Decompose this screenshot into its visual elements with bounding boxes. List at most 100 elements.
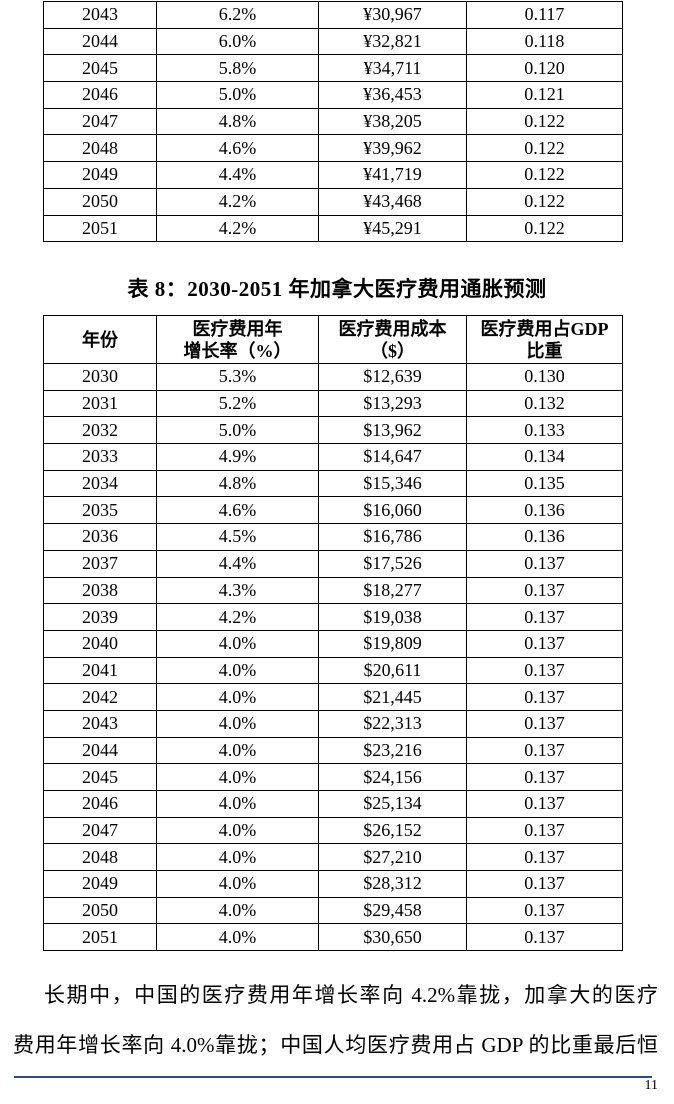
table-cell: ¥36,453 (318, 81, 467, 109)
table-cell: $18,277 (318, 576, 467, 605)
table-cell: $13,962 (318, 416, 467, 445)
table-cell: 0.133 (466, 416, 623, 445)
table-row: 2049 4.4% ¥41,719 0.122 (43, 161, 623, 189)
table-row: 2043 6.2% ¥30,967 0.117 (43, 1, 623, 29)
table-cell: 0.137 (466, 549, 623, 578)
table-cell: 2037 (43, 549, 157, 578)
table-cell: 0.122 (466, 107, 623, 136)
table-row: 2044 4.0% $23,216 0.137 (43, 736, 623, 765)
table-cell: 2047 (43, 816, 157, 845)
table-cell: 2049 (43, 161, 157, 189)
table-row: 2045 5.8% ¥34,711 0.120 (43, 54, 623, 83)
table-header-cell: 年份 (43, 315, 157, 364)
table-cell: $14,647 (318, 443, 467, 471)
table-cell: $17,526 (318, 549, 467, 578)
table-cell: 4.4% (156, 549, 319, 578)
table-cell: 0.122 (466, 134, 623, 163)
table-cell: 4.9% (156, 443, 319, 471)
table-cell: 0.132 (466, 389, 623, 418)
table-cell: 4.0% (156, 656, 319, 685)
table-cell: 0.137 (466, 603, 623, 631)
table-cell: $16,786 (318, 523, 467, 551)
table-row: 2051 4.0% $30,650 0.137 (43, 923, 623, 952)
table-row: 2044 6.0% ¥32,821 0.118 (43, 27, 623, 56)
canada-medical-cost-table: 年份 医疗费用年 增长率（%） 医疗费用成本 （$） 医疗费用占GDP 比重 2030… (43, 315, 623, 952)
table-cell: 4.6% (156, 496, 319, 525)
china-table-body: 2043 6.2% ¥30,967 0.117 2044 6.0% ¥32,821 0.118… (43, 1, 623, 243)
table-cell: 5.0% (156, 416, 319, 445)
table-cell: 0.137 (466, 576, 623, 605)
table-cell: 0.137 (466, 843, 623, 872)
table-cell: $13,293 (318, 389, 467, 418)
table-cell: 0.122 (466, 161, 623, 189)
table-cell: 0.136 (466, 496, 623, 525)
table-cell: $21,445 (318, 683, 467, 711)
table-cell: ¥43,468 (318, 187, 467, 216)
table-cell: 2046 (43, 790, 157, 818)
table-cell: 0.117 (466, 1, 623, 29)
table-row: 2035 4.6% $16,060 0.136 (43, 496, 623, 525)
table-cell: 4.2% (156, 187, 319, 216)
table-row: 2038 4.3% $18,277 0.137 (43, 576, 623, 605)
table-cell: 0.134 (466, 443, 623, 471)
table-cell: 4.6% (156, 134, 319, 163)
table-cell: 4.0% (156, 870, 319, 898)
china-medical-cost-table-partial: 2043 6.2% ¥30,967 0.117 2044 6.0% ¥32,821 0.118… (43, 1, 623, 243)
table-row: 2046 5.0% ¥36,453 0.121 (43, 81, 623, 109)
table-cell: 0.137 (466, 629, 623, 658)
table-cell: 2030 (43, 363, 157, 391)
table-cell: 0.136 (466, 523, 623, 551)
table-cell: 4.3% (156, 576, 319, 605)
table-cell: 4.0% (156, 763, 319, 791)
table-cell: 0.122 (466, 187, 623, 216)
table-row: 2036 4.5% $16,786 0.136 (43, 523, 623, 551)
table-cell: 6.2% (156, 1, 319, 29)
table-row: 2040 4.0% $19,809 0.137 (43, 629, 623, 658)
table-cell: 4.2% (156, 214, 319, 243)
table-cell: 0.137 (466, 816, 623, 845)
table-cell: 4.0% (156, 709, 319, 738)
table-cell: $15,346 (318, 469, 467, 498)
table-row: 2048 4.0% $27,210 0.137 (43, 843, 623, 872)
footer-divider (14, 1076, 652, 1078)
paragraph-line-1: 长期中，中国的医疗费用年增长率向 4.2%靠拢，加拿大的医疗 (44, 983, 658, 1007)
table-row: 2050 4.2% ¥43,468 0.122 (43, 187, 623, 216)
table-cell: ¥39,962 (318, 134, 467, 163)
table-row: 2032 5.0% $13,962 0.133 (43, 416, 623, 445)
table-cell: 2044 (43, 736, 157, 765)
table-cell: 2051 (43, 923, 157, 952)
table-cell: 2050 (43, 187, 157, 216)
table-row: 2037 4.4% $17,526 0.137 (43, 549, 623, 578)
table-cell: 2045 (43, 54, 157, 83)
table-cell: $30,650 (318, 923, 467, 952)
table-cell: $27,210 (318, 843, 467, 872)
canada-table-body: 2030 5.3% $12,639 0.130 2031 5.2% $13,293 0.132… (43, 363, 623, 952)
table-cell: 0.137 (466, 656, 623, 685)
table-row: 2048 4.6% ¥39,962 0.122 (43, 134, 623, 163)
table-cell: 0.122 (466, 214, 623, 243)
table-cell: $20,611 (318, 656, 467, 685)
canada-table-header: 年份 医疗费用年 增长率（%） 医疗费用成本 （$） 医疗费用占GDP 比重 (43, 315, 623, 364)
paragraph-line-2: 费用年增长率向 4.0%靠拢；中国人均医疗费用占 GDP 的比重最后恒 (13, 1033, 658, 1057)
table-cell: ¥41,719 (318, 161, 467, 189)
table-cell: 2048 (43, 134, 157, 163)
table-cell: 2031 (43, 389, 157, 418)
table-cell: 4.4% (156, 161, 319, 189)
table-cell: 0.137 (466, 683, 623, 711)
table-cell: 5.2% (156, 389, 319, 418)
table-cell: $29,458 (318, 896, 467, 925)
table-header-cell: 医疗费用成本 （$） (318, 315, 467, 364)
table-cell: 4.0% (156, 790, 319, 818)
table-row: 2031 5.2% $13,293 0.132 (43, 389, 623, 418)
table-cell: ¥30,967 (318, 1, 467, 29)
table-cell: ¥34,711 (318, 54, 467, 83)
table-cell: 2033 (43, 443, 157, 471)
table-cell: 4.0% (156, 629, 319, 658)
table-cell: 2044 (43, 27, 157, 56)
table-row: 2047 4.0% $26,152 0.137 (43, 816, 623, 845)
table-cell: ¥32,821 (318, 27, 467, 56)
table-cell: 0.118 (466, 27, 623, 56)
table-cell: ¥45,291 (318, 214, 467, 243)
table-row: 2045 4.0% $24,156 0.137 (43, 763, 623, 791)
